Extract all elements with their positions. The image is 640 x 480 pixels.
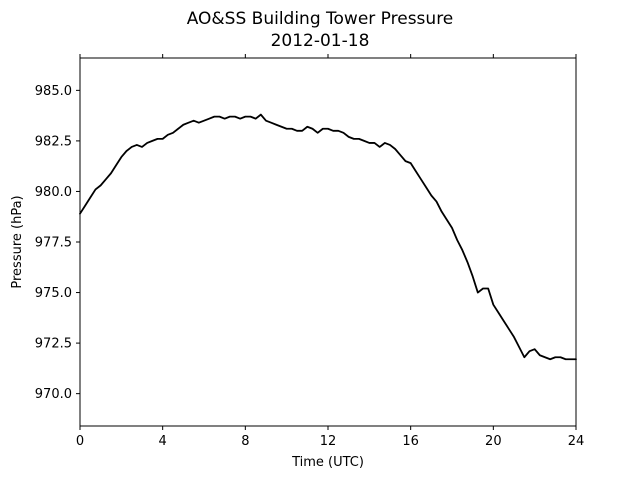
x-tick-label-3: 12 [320, 434, 337, 449]
chart-subtitle: 2012-01-18 [271, 31, 370, 51]
y-tick-label-3: 977.5 [35, 236, 72, 251]
y-tick-label-0: 970.0 [35, 387, 72, 402]
y-tick-label-4: 980.0 [35, 185, 72, 200]
plot-area: 0 4 8 12 16 20 24 970.0 972.5 975.0 977.5 980.0 982.… [35, 54, 584, 449]
x-tick-label-4: 16 [402, 434, 419, 449]
x-axis-label: Time (UTC) [291, 455, 364, 470]
y-tick-label-5: 982.5 [35, 134, 72, 149]
x-tick-label-2: 8 [241, 434, 249, 449]
y-tick-label-1: 972.5 [35, 337, 72, 352]
y-tick-label-2: 975.0 [35, 286, 72, 301]
y-tick-label-6: 985.0 [35, 84, 72, 99]
y-axis-label: Pressure (hPa) [10, 195, 25, 288]
x-tick-label-0: 0 [76, 434, 84, 449]
x-tick-label-1: 4 [159, 434, 167, 449]
x-tick-label-6: 24 [568, 434, 585, 449]
x-tick-label-5: 20 [485, 434, 502, 449]
chart-title: AO&SS Building Tower Pressure [187, 9, 454, 29]
pressure-series-line-0 [79, 113, 577, 361]
